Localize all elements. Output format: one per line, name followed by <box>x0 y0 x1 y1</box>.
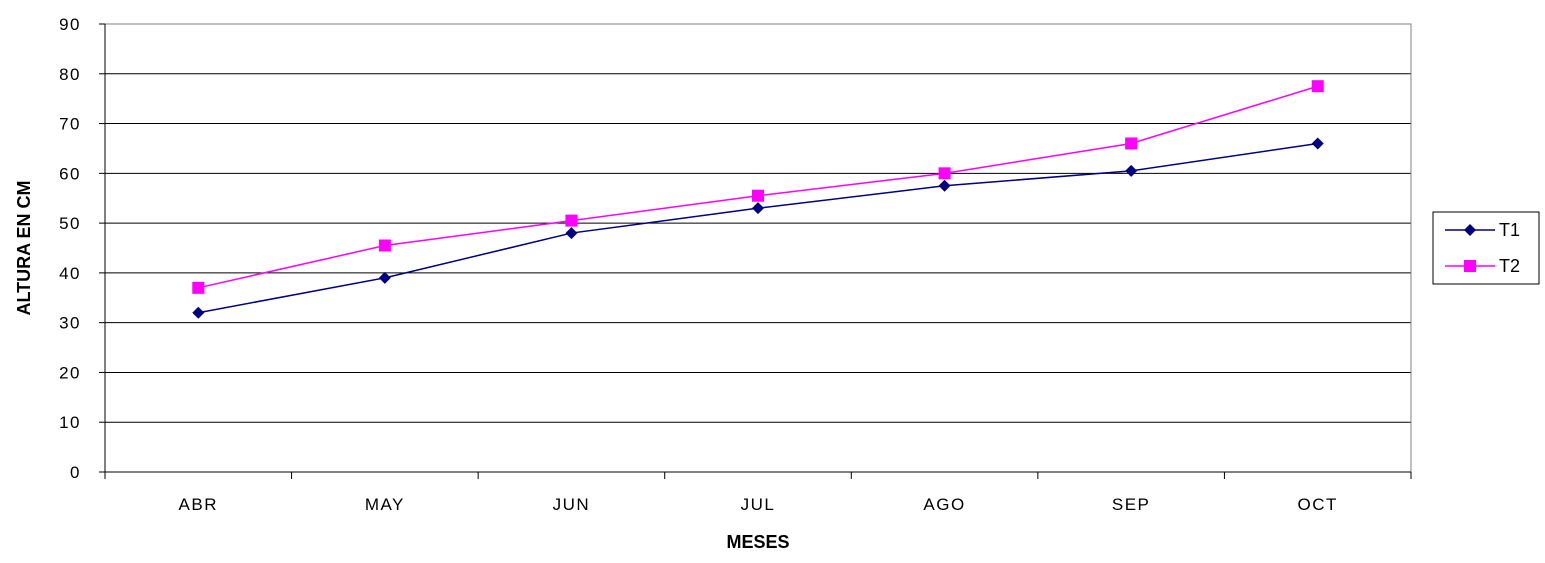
legend-label: T1 <box>1499 220 1520 240</box>
x-tick-label: JUL <box>741 495 776 514</box>
data-point <box>752 189 764 202</box>
legend-marker <box>1464 224 1476 236</box>
y-tick-label: 60 <box>59 164 81 183</box>
x-tick-label: MAY <box>365 495 405 514</box>
x-axis-title: MESES <box>726 532 789 552</box>
data-point <box>378 239 391 252</box>
data-point <box>565 227 578 240</box>
y-tick-label: 20 <box>59 363 81 382</box>
legend-marker <box>1464 260 1476 272</box>
x-tick-label: SEP <box>1112 495 1151 514</box>
legend-box <box>1432 211 1540 285</box>
data-point <box>1311 137 1324 150</box>
y-tick-label: 70 <box>59 115 81 134</box>
series-T1 <box>192 137 1324 319</box>
y-tick-label: 30 <box>59 314 81 333</box>
data-point <box>378 271 391 284</box>
legend-item-T2: T2 <box>1445 256 1520 276</box>
x-tick-labels: ABR MAY JUN JUL AGO SEP OCT <box>179 495 1338 514</box>
series-line-T1 <box>198 142 1318 314</box>
x-tick-label: JUN <box>553 495 591 514</box>
plot-area-frame <box>104 23 1412 473</box>
y-tick-label: 50 <box>59 214 81 233</box>
legend-item-T1: T1 <box>1445 220 1520 240</box>
y-tick-label: 90 <box>59 15 81 34</box>
y-tick-label: 40 <box>59 264 81 283</box>
y-tick-label: 0 <box>70 463 81 482</box>
data-point <box>1125 137 1138 150</box>
y-axis-title: ALTURA EN CM <box>14 181 34 316</box>
data-point <box>1311 80 1324 93</box>
x-tick-label: AGO <box>923 495 965 514</box>
series-line-T2 <box>198 85 1318 289</box>
x-tick-label: OCT <box>1298 495 1338 514</box>
y-tick-label: 10 <box>59 413 81 432</box>
data-point <box>192 306 205 319</box>
legend: T1 T2 <box>1432 211 1540 285</box>
data-point <box>752 202 764 215</box>
y-tick-label: 80 <box>59 65 81 84</box>
data-point <box>938 167 951 180</box>
x-tick-label: ABR <box>179 495 218 514</box>
data-point <box>1125 164 1138 177</box>
data-point <box>565 214 578 227</box>
y-tick-labels: 0 10 20 30 40 50 60 70 80 90 <box>59 15 81 482</box>
axes <box>99 23 1412 479</box>
data-point <box>192 281 205 294</box>
gridlines <box>105 23 1411 423</box>
series-T2 <box>192 80 1324 294</box>
legend-label: T2 <box>1499 256 1520 276</box>
series <box>192 80 1324 319</box>
data-point <box>938 179 951 192</box>
